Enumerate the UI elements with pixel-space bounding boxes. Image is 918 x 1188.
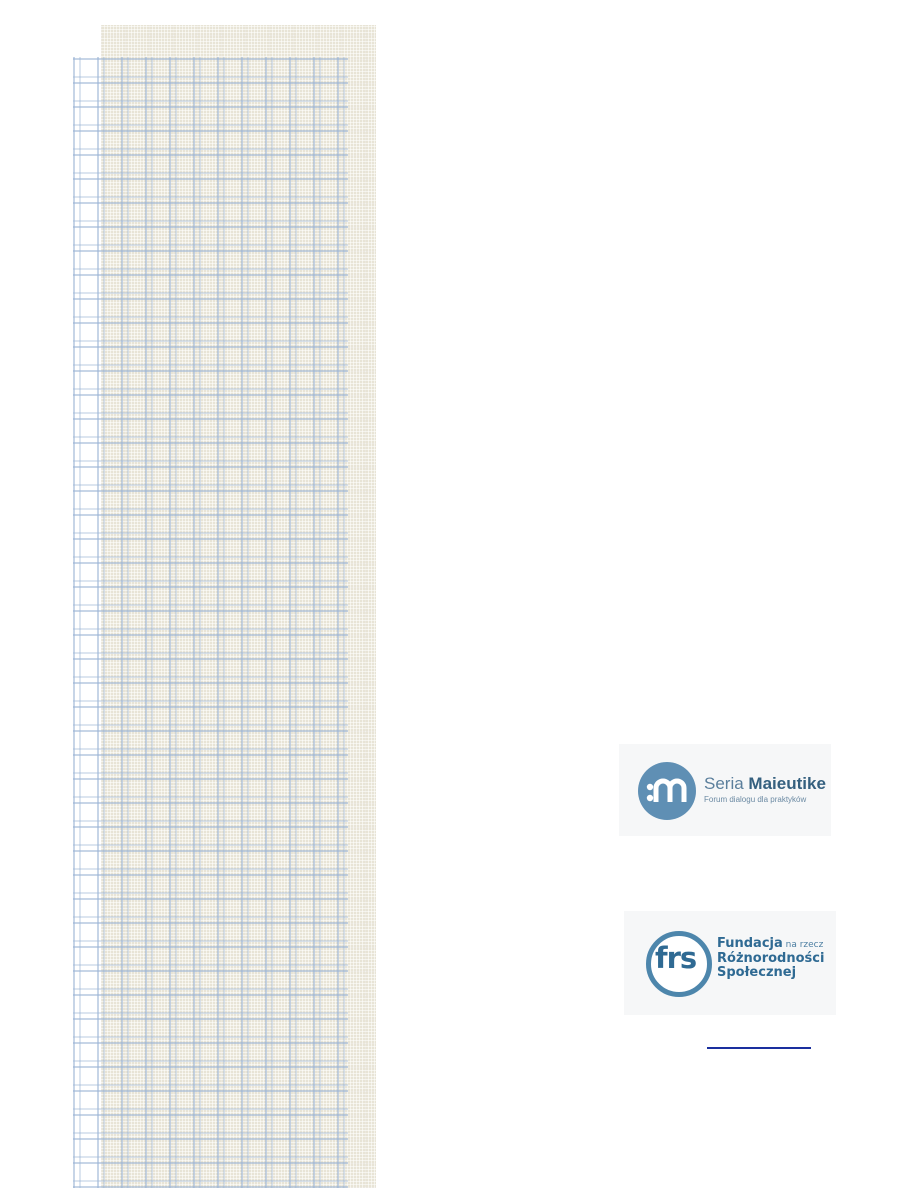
- frs-line-1-bold: Fundacja: [717, 936, 783, 951]
- m-logo-icon: [638, 762, 696, 820]
- frs-line-1: Fundacja na rzecz: [717, 937, 824, 952]
- frs-line-3: Społecznej: [717, 965, 797, 980]
- frs-line-1-small: na rzecz: [782, 940, 824, 950]
- maieutike-title-light: Seria: [704, 774, 749, 793]
- frs-letters: frs: [655, 941, 697, 975]
- maieutike-title: Seria Maieutike: [704, 775, 826, 792]
- frs-circle-icon: [646, 931, 712, 997]
- link-underline[interactable]: [707, 1047, 811, 1049]
- frs-foundation-logo: frs Fundacja na rzecz Różnorodności Społ…: [624, 911, 836, 1015]
- maieutike-subtitle: Forum dialogu dla praktyków: [704, 795, 807, 804]
- seria-maieutike-logo: Seria Maieutike Forum dialogu dla prakty…: [619, 744, 831, 836]
- maieutike-title-bold: Maieutike: [748, 774, 826, 793]
- decorative-pattern-blue: [73, 57, 348, 1188]
- frs-name: Fundacja na rzecz Różnorodności Społeczn…: [717, 937, 824, 980]
- frs-line-2: Różnorodności: [717, 951, 825, 966]
